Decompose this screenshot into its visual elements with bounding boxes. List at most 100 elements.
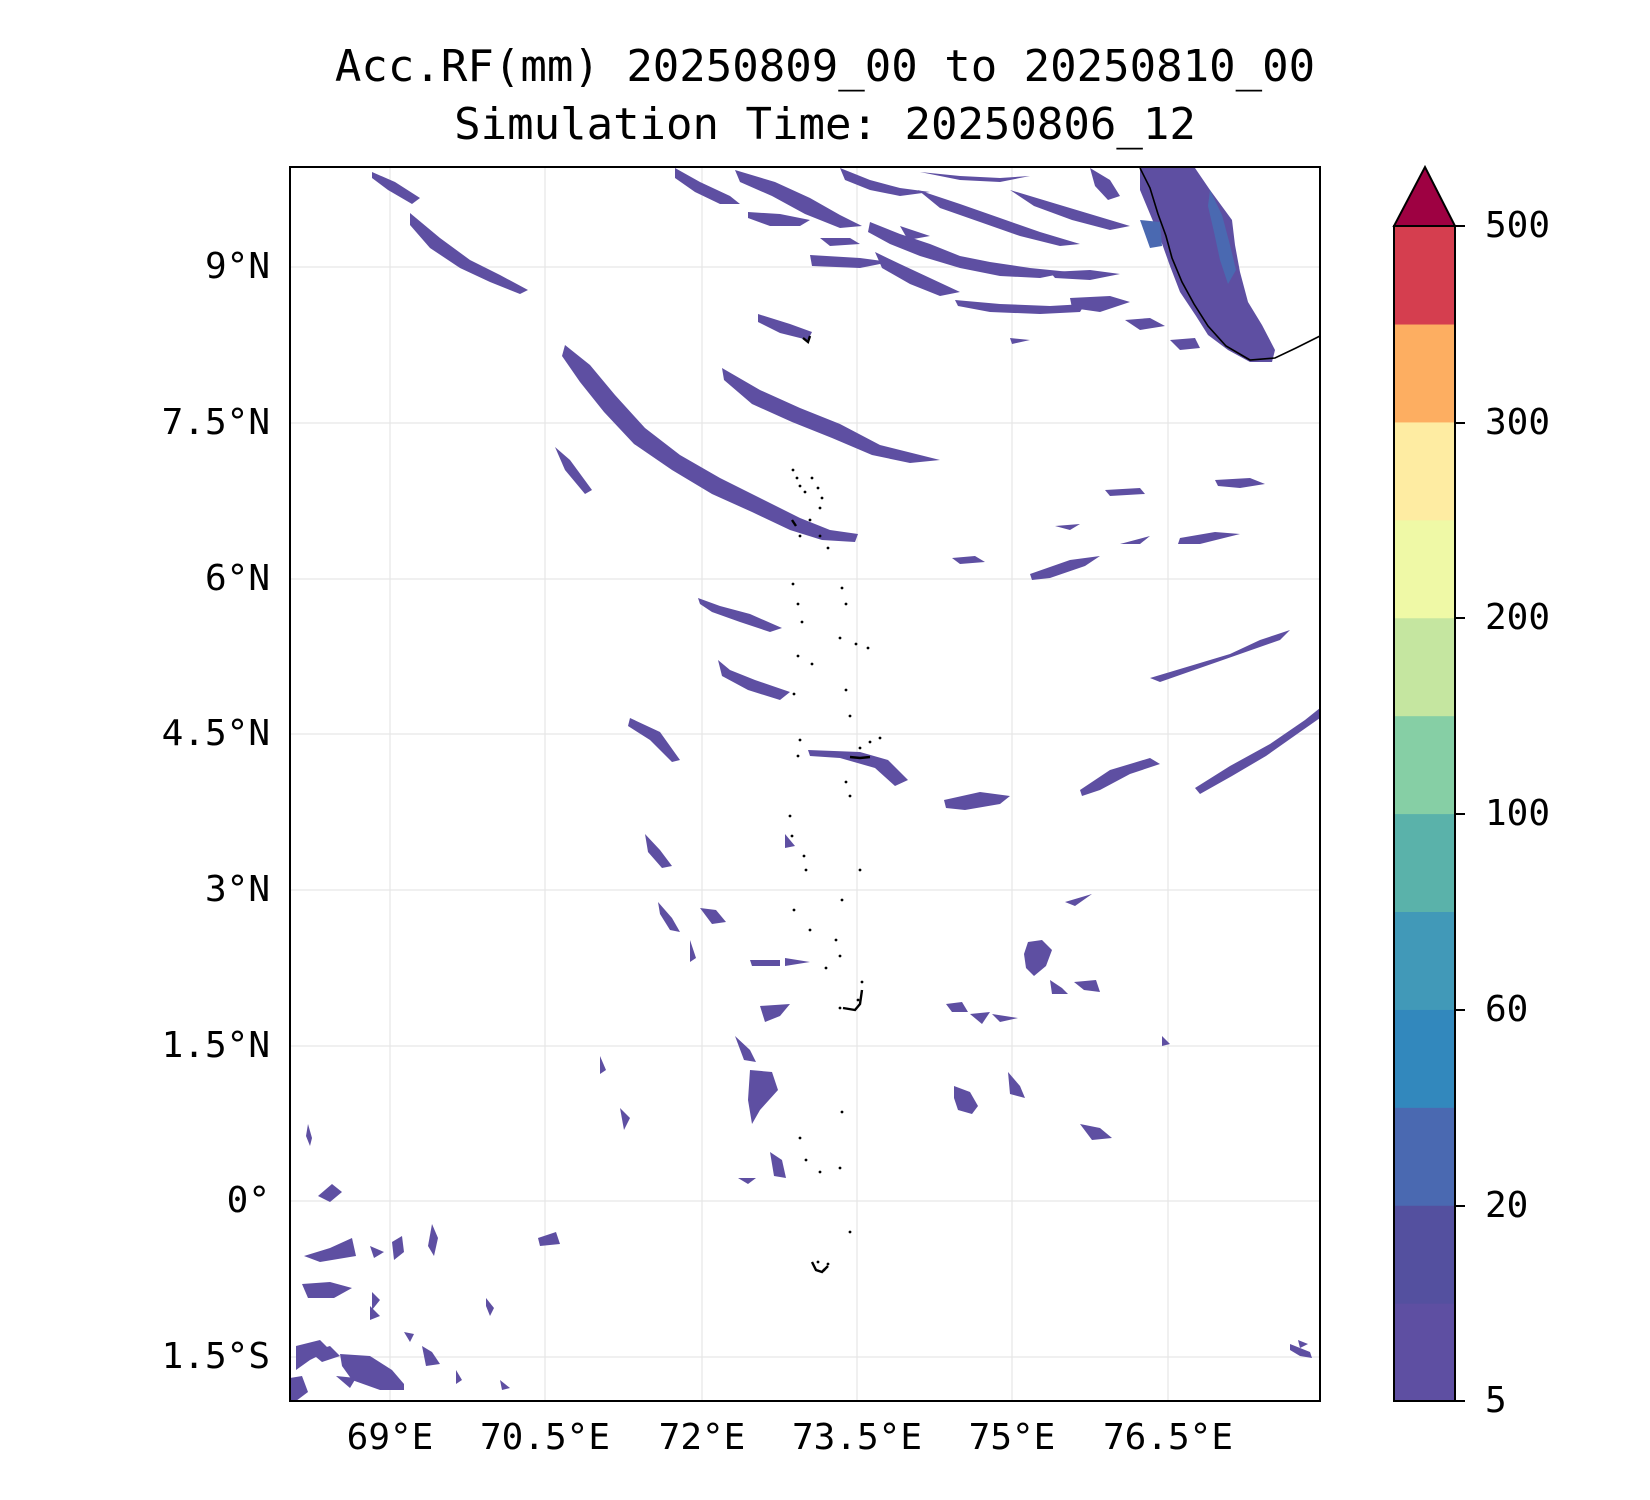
rain-band	[785, 834, 795, 848]
rain-cell	[392, 1236, 404, 1260]
rain-cell	[370, 1246, 384, 1258]
rain-band	[955, 300, 1085, 314]
india-coastline	[1139, 167, 1321, 361]
island-outlines	[788, 468, 882, 1272]
colorbar-segments	[1394, 226, 1455, 1402]
colorbar-label: 20	[1485, 1185, 1529, 1226]
lat-label: 1.5°N	[161, 1025, 270, 1066]
lon-label: 72°E	[658, 1417, 746, 1458]
rain-band	[1080, 758, 1160, 796]
rain-cell	[310, 1346, 340, 1362]
rain-band	[1178, 532, 1240, 544]
rain-cell	[1298, 1340, 1308, 1348]
colorbar-segment	[1394, 421, 1455, 521]
rain-band	[1150, 630, 1290, 682]
colorbar-label: 100	[1485, 793, 1551, 834]
colorbar-segment	[1394, 813, 1455, 913]
rain-band	[410, 213, 528, 294]
colorbar-segment	[1394, 1107, 1455, 1206]
colorbar-segment	[1394, 715, 1455, 815]
rain-cell	[304, 1238, 356, 1262]
rain-band	[1030, 556, 1100, 580]
rain-cell	[1050, 980, 1068, 994]
lat-label: 6°N	[204, 558, 270, 599]
rain-cell	[538, 1232, 560, 1246]
rain-band	[758, 314, 812, 340]
colorbar-segment	[1394, 323, 1455, 423]
lon-label: 70.5°E	[479, 1417, 611, 1458]
rain-band	[1065, 894, 1092, 906]
rain-band	[700, 908, 726, 924]
lon-label: 75°E	[968, 1417, 1056, 1458]
rain-band	[1125, 318, 1165, 330]
rain-band	[698, 598, 782, 632]
rain-cell	[318, 1184, 342, 1202]
map-frame	[289, 166, 1321, 1402]
rain-band	[1010, 338, 1030, 344]
rain-cell	[770, 1152, 786, 1178]
colorbar-label: 200	[1485, 597, 1551, 638]
rain-cell	[486, 1298, 494, 1316]
lat-label: 4.5°N	[161, 713, 270, 754]
rain-band	[748, 212, 810, 226]
lat-label: 0°	[226, 1180, 270, 1221]
colorbar-segment	[1394, 1205, 1455, 1304]
rain-cell	[404, 1332, 414, 1342]
rain-band	[840, 168, 930, 196]
rain-cell	[946, 1002, 968, 1012]
rain-cell	[306, 1124, 312, 1146]
lon-label: 69°E	[346, 1417, 434, 1458]
rain-cell	[500, 1380, 510, 1390]
simulation-time-subtitle: Simulation Time: 20250806_12	[454, 99, 1196, 150]
colorbar-segment	[1394, 519, 1455, 619]
rain-cell	[428, 1224, 438, 1256]
rain-cell	[1074, 980, 1100, 992]
lat-label: 9°N	[204, 246, 270, 287]
rain-cell	[750, 960, 780, 966]
lon-label: 76.5°E	[1102, 1417, 1234, 1458]
rainfall-contours	[290, 168, 1320, 1401]
rain-cell	[954, 1086, 978, 1114]
rain-cell	[340, 1354, 404, 1390]
colorbar-label: 60	[1485, 989, 1529, 1030]
map-panel	[289, 166, 1321, 1402]
rain-band	[1055, 524, 1080, 530]
rain-band	[645, 834, 672, 868]
rain-band	[1195, 708, 1320, 794]
colorbar-ticks	[1455, 225, 1465, 1402]
rain-band	[675, 168, 740, 204]
rain-cell	[290, 1376, 308, 1401]
map-title: Acc.RF(mm) 20250809_00 to 20250810_00	[334, 41, 1316, 92]
rain-cell	[1162, 1036, 1170, 1046]
rain-cell	[735, 1036, 756, 1062]
rain-cell	[336, 1376, 356, 1388]
colorbar	[1392, 164, 1465, 1402]
rain-band	[808, 750, 908, 786]
rain-cell	[456, 1370, 462, 1384]
rain-band	[1050, 270, 1120, 280]
rain-kerala-core	[1140, 220, 1162, 248]
colorbar-extend-arrow	[1392, 164, 1457, 227]
rain-band	[628, 718, 680, 762]
colorbar-segment	[1394, 226, 1455, 325]
lat-label: 7.5°N	[161, 402, 270, 443]
colorbar-segment	[1394, 617, 1455, 717]
rain-band	[1090, 168, 1120, 200]
rain-cell	[690, 940, 696, 962]
rain-band	[810, 255, 890, 268]
rain-cell	[372, 1292, 380, 1310]
coastline	[1139, 167, 1321, 361]
rain-band	[900, 226, 930, 240]
rain-band	[1070, 296, 1130, 312]
atoll	[791, 519, 797, 527]
rain-cell	[760, 1004, 790, 1022]
rain-band	[1120, 536, 1150, 544]
colorbar-label: 500	[1485, 205, 1551, 246]
rain-cell	[1024, 940, 1052, 976]
rain-cell	[620, 1108, 630, 1130]
rain-cell	[1080, 1124, 1112, 1140]
rain-cell	[302, 1282, 352, 1298]
rain-cell	[738, 1178, 756, 1184]
island-atolls	[791, 335, 871, 1274]
